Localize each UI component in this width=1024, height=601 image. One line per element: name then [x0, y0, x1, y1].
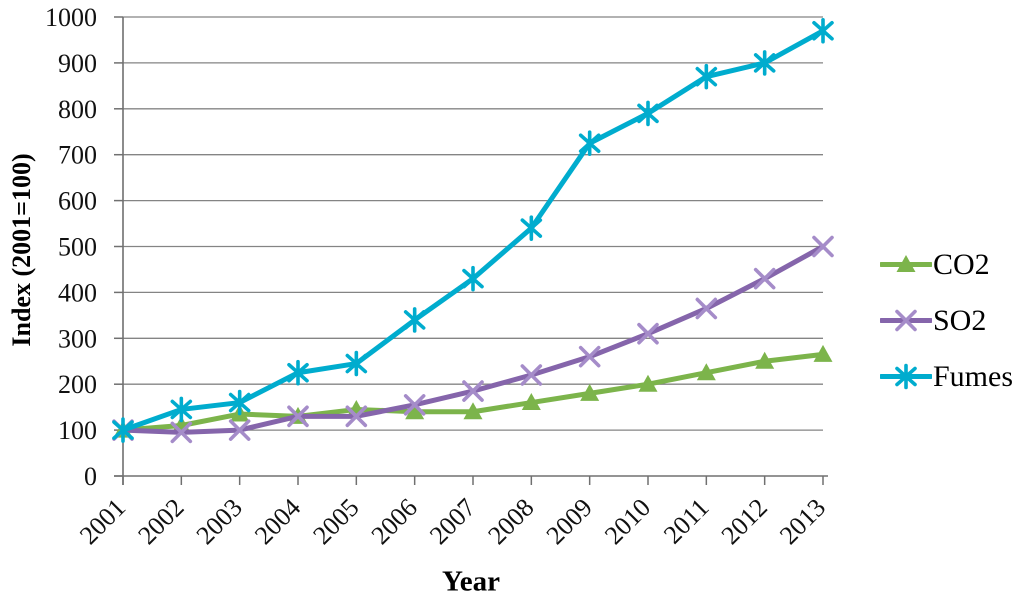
so2-data-point-2003	[228, 419, 251, 441]
x-tick-label: 2006	[366, 493, 423, 550]
legend-label-co2: CO2	[933, 247, 990, 281]
legend-label-fumes: Fumes	[933, 359, 1014, 393]
y-tick-label: 1000	[45, 3, 97, 32]
co2-line-triangle-marker-icon	[880, 255, 932, 272]
y-tick-label: 300	[58, 324, 97, 353]
x-tick-label: 2007	[424, 493, 481, 550]
x-tick-label: 2011	[658, 493, 715, 550]
fumes-data-point-2010	[637, 100, 659, 127]
y-tick-label: 500	[58, 233, 97, 262]
y-tick-label: 200	[58, 370, 97, 399]
co2-data-point-2011	[696, 363, 716, 381]
fumes-data-point-2013	[812, 17, 834, 44]
x-tick-label: 2002	[132, 493, 189, 550]
x-tick-label: 2008	[482, 493, 539, 550]
fumes-data-point-2003	[228, 389, 251, 416]
fumes-data-point-2007	[462, 265, 484, 292]
so2-data-point-2008	[520, 364, 543, 386]
fumes-data-point-2006	[403, 307, 426, 333]
fumes-data-point-2009	[578, 130, 601, 157]
co2-data-point-2007	[463, 402, 483, 420]
legend-triangle-marker	[896, 255, 916, 272]
legend-asterisk-marker	[895, 363, 917, 390]
y-tick-label: 0	[84, 462, 97, 491]
x-tick-label: 2004	[249, 493, 306, 550]
y-tick-label: 900	[58, 49, 97, 78]
x-tick-label: 2009	[541, 493, 598, 550]
y-axis-title: Index (2001=100)	[7, 153, 36, 347]
co2-data-point-2006	[405, 402, 425, 420]
y-tick-label: 700	[58, 141, 97, 170]
legend: CO2 SO2 Fumes	[880, 246, 1013, 414]
legend-label-so2: SO2	[933, 303, 987, 337]
so2-data-point-2011	[695, 297, 718, 320]
so2-data-point-2005	[345, 405, 368, 428]
so2-data-point-2013	[812, 235, 834, 258]
co2-data-point-2012	[755, 351, 775, 369]
x-tick-label: 2003	[191, 493, 248, 550]
fumes-data-point-2011	[695, 63, 718, 90]
co2-data-point-2013	[813, 344, 833, 362]
legend-entry-fumes: Fumes	[880, 358, 1013, 395]
x-tick-label: 2012	[716, 493, 773, 550]
so2-data-point-2012	[753, 267, 776, 290]
x-tick-label: 2010	[599, 493, 656, 550]
fumes-data-point-2012	[753, 50, 776, 76]
fumes-data-point-2004	[287, 359, 309, 386]
co2-data-point-2010	[638, 374, 658, 392]
fumes-line-asterisk-marker-icon	[880, 363, 932, 390]
y-tick-label: 400	[58, 278, 97, 307]
so2-data-point-2004	[287, 405, 309, 428]
so2-data-point-2007	[462, 380, 484, 402]
fumes-data-point-2002	[170, 396, 193, 423]
fumes-data-point-2005	[345, 350, 368, 377]
y-tick-label: 600	[58, 187, 97, 216]
x-tick-label: 2005	[307, 493, 364, 550]
so2-data-point-2002	[170, 421, 193, 444]
co2-data-point-2009	[580, 383, 600, 401]
so2-data-point-2010	[637, 322, 659, 345]
legend-entry-so2: SO2	[880, 302, 1013, 339]
x-tick-label: 2013	[774, 493, 831, 550]
so2-line-x-marker-icon	[880, 309, 932, 332]
y-tick-label: 100	[58, 416, 97, 445]
so2-data-point-2009	[578, 345, 601, 368]
x-axis-title: Year	[442, 565, 500, 598]
y-tick-label: 800	[58, 95, 97, 124]
so2-data-point-2006	[403, 394, 426, 416]
legend-entry-co2: CO2	[880, 246, 1013, 283]
x-tick-label: 2001	[74, 493, 131, 550]
fumes-data-point-2008	[520, 215, 543, 241]
co2-data-point-2008	[521, 393, 541, 411]
legend-x-marker	[895, 309, 917, 332]
fumes-data-point-2001	[112, 417, 134, 443]
